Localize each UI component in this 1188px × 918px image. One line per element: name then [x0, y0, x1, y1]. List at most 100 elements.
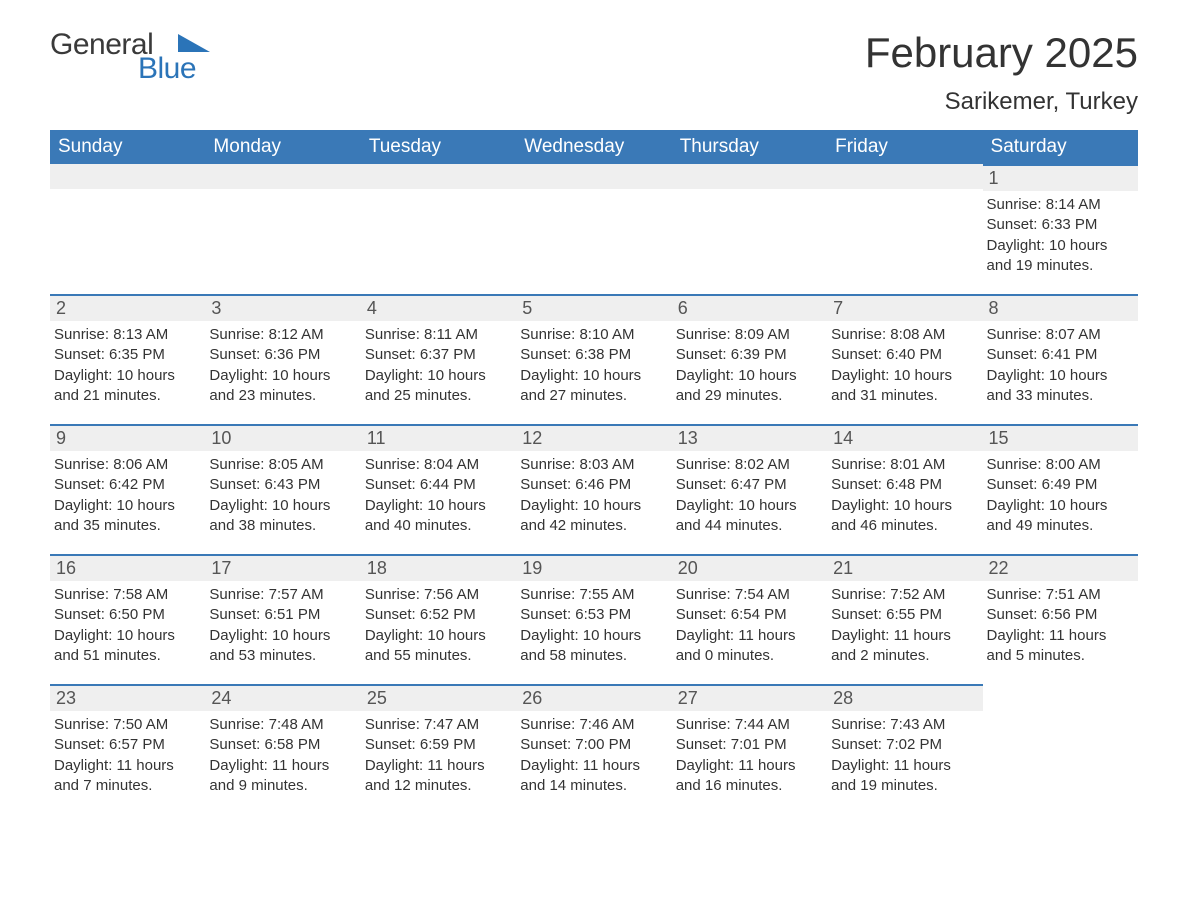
daylight-text: Daylight: 10 hours and 27 minutes.: [520, 366, 651, 407]
sunrise-text: Sunrise: 7:48 AM: [209, 715, 340, 735]
day-cell: 13Sunrise: 8:02 AMSunset: 6:47 PMDayligh…: [672, 424, 827, 554]
day-details: Sunrise: 8:08 AMSunset: 6:40 PMDaylight:…: [827, 321, 982, 406]
calendar-cell: 25Sunrise: 7:47 AMSunset: 6:59 PMDayligh…: [361, 684, 516, 814]
sunrise-text: Sunrise: 7:58 AM: [54, 585, 185, 605]
weekday-header: Thursday: [672, 130, 827, 164]
sunrise-text: Sunrise: 8:02 AM: [676, 455, 807, 475]
day-cell: 16Sunrise: 7:58 AMSunset: 6:50 PMDayligh…: [50, 554, 205, 684]
daylight-text: Daylight: 11 hours and 9 minutes.: [209, 756, 340, 797]
day-number: 20: [672, 556, 827, 581]
day-cell: 17Sunrise: 7:57 AMSunset: 6:51 PMDayligh…: [205, 554, 360, 684]
empty-day: [50, 164, 205, 189]
daylight-text: Daylight: 10 hours and 49 minutes.: [987, 496, 1118, 537]
day-details: Sunrise: 7:58 AMSunset: 6:50 PMDaylight:…: [50, 581, 205, 666]
sunrise-text: Sunrise: 8:00 AM: [987, 455, 1118, 475]
daylight-text: Daylight: 10 hours and 58 minutes.: [520, 626, 651, 667]
calendar-cell: 18Sunrise: 7:56 AMSunset: 6:52 PMDayligh…: [361, 554, 516, 684]
day-details: Sunrise: 8:00 AMSunset: 6:49 PMDaylight:…: [983, 451, 1138, 536]
day-number: 25: [361, 686, 516, 711]
day-details: Sunrise: 7:46 AMSunset: 7:00 PMDaylight:…: [516, 711, 671, 796]
day-details: Sunrise: 7:50 AMSunset: 6:57 PMDaylight:…: [50, 711, 205, 796]
sunset-text: Sunset: 6:54 PM: [676, 605, 807, 625]
sunset-text: Sunset: 6:58 PM: [209, 735, 340, 755]
calendar-cell: [361, 164, 516, 294]
day-number: 6: [672, 296, 827, 321]
empty-day: [516, 164, 671, 189]
calendar-week-row: 1Sunrise: 8:14 AMSunset: 6:33 PMDaylight…: [50, 164, 1138, 294]
calendar-week-row: 2Sunrise: 8:13 AMSunset: 6:35 PMDaylight…: [50, 294, 1138, 424]
calendar-cell: 14Sunrise: 8:01 AMSunset: 6:48 PMDayligh…: [827, 424, 982, 554]
calendar-week-row: 23Sunrise: 7:50 AMSunset: 6:57 PMDayligh…: [50, 684, 1138, 814]
day-details: Sunrise: 7:51 AMSunset: 6:56 PMDaylight:…: [983, 581, 1138, 666]
day-number: 5: [516, 296, 671, 321]
sunrise-text: Sunrise: 8:12 AM: [209, 325, 340, 345]
day-details: Sunrise: 8:06 AMSunset: 6:42 PMDaylight:…: [50, 451, 205, 536]
daylight-text: Daylight: 11 hours and 12 minutes.: [365, 756, 496, 797]
daylight-text: Daylight: 10 hours and 29 minutes.: [676, 366, 807, 407]
daylight-text: Daylight: 10 hours and 19 minutes.: [987, 236, 1118, 277]
calendar-cell: 4Sunrise: 8:11 AMSunset: 6:37 PMDaylight…: [361, 294, 516, 424]
sunrise-text: Sunrise: 7:57 AM: [209, 585, 340, 605]
day-details: Sunrise: 8:11 AMSunset: 6:37 PMDaylight:…: [361, 321, 516, 406]
header-row: General Blue February 2025 Sarikemer, Tu…: [50, 30, 1138, 116]
calendar-cell: 13Sunrise: 8:02 AMSunset: 6:47 PMDayligh…: [672, 424, 827, 554]
calendar-cell: [50, 164, 205, 294]
sunset-text: Sunset: 6:51 PM: [209, 605, 340, 625]
day-number: 23: [50, 686, 205, 711]
sunrise-text: Sunrise: 7:56 AM: [365, 585, 496, 605]
calendar-cell: 6Sunrise: 8:09 AMSunset: 6:39 PMDaylight…: [672, 294, 827, 424]
daylight-text: Daylight: 11 hours and 19 minutes.: [831, 756, 962, 797]
day-details: Sunrise: 7:44 AMSunset: 7:01 PMDaylight:…: [672, 711, 827, 796]
day-number: 22: [983, 556, 1138, 581]
sunset-text: Sunset: 6:36 PM: [209, 345, 340, 365]
daylight-text: Daylight: 10 hours and 38 minutes.: [209, 496, 340, 537]
calendar-cell: 10Sunrise: 8:05 AMSunset: 6:43 PMDayligh…: [205, 424, 360, 554]
sunset-text: Sunset: 6:49 PM: [987, 475, 1118, 495]
sunrise-text: Sunrise: 8:08 AM: [831, 325, 962, 345]
calendar-cell: 22Sunrise: 7:51 AMSunset: 6:56 PMDayligh…: [983, 554, 1138, 684]
sunrise-text: Sunrise: 7:44 AM: [676, 715, 807, 735]
calendar-cell: 26Sunrise: 7:46 AMSunset: 7:00 PMDayligh…: [516, 684, 671, 814]
calendar-table: SundayMondayTuesdayWednesdayThursdayFrid…: [50, 130, 1138, 814]
sunset-text: Sunset: 7:02 PM: [831, 735, 962, 755]
day-cell: 23Sunrise: 7:50 AMSunset: 6:57 PMDayligh…: [50, 684, 205, 814]
weekday-header: Wednesday: [516, 130, 671, 164]
day-cell: 8Sunrise: 8:07 AMSunset: 6:41 PMDaylight…: [983, 294, 1138, 424]
sunrise-text: Sunrise: 7:52 AM: [831, 585, 962, 605]
day-number: 1: [983, 166, 1138, 191]
sunrise-text: Sunrise: 8:01 AM: [831, 455, 962, 475]
day-cell: 2Sunrise: 8:13 AMSunset: 6:35 PMDaylight…: [50, 294, 205, 424]
day-details: Sunrise: 7:48 AMSunset: 6:58 PMDaylight:…: [205, 711, 360, 796]
day-details: Sunrise: 8:03 AMSunset: 6:46 PMDaylight:…: [516, 451, 671, 536]
empty-day: [205, 164, 360, 189]
calendar-week-row: 9Sunrise: 8:06 AMSunset: 6:42 PMDaylight…: [50, 424, 1138, 554]
day-cell: 15Sunrise: 8:00 AMSunset: 6:49 PMDayligh…: [983, 424, 1138, 554]
day-cell: 18Sunrise: 7:56 AMSunset: 6:52 PMDayligh…: [361, 554, 516, 684]
day-cell: 3Sunrise: 8:12 AMSunset: 6:36 PMDaylight…: [205, 294, 360, 424]
weekday-header: Sunday: [50, 130, 205, 164]
day-cell: 20Sunrise: 7:54 AMSunset: 6:54 PMDayligh…: [672, 554, 827, 684]
sunset-text: Sunset: 6:55 PM: [831, 605, 962, 625]
weekday-header: Tuesday: [361, 130, 516, 164]
logo-word-blue: Blue: [138, 54, 196, 84]
day-number: 2: [50, 296, 205, 321]
day-details: Sunrise: 8:05 AMSunset: 6:43 PMDaylight:…: [205, 451, 360, 536]
weekday-header: Friday: [827, 130, 982, 164]
day-details: Sunrise: 7:55 AMSunset: 6:53 PMDaylight:…: [516, 581, 671, 666]
daylight-text: Daylight: 10 hours and 44 minutes.: [676, 496, 807, 537]
day-cell: 28Sunrise: 7:43 AMSunset: 7:02 PMDayligh…: [827, 684, 982, 814]
day-cell: 22Sunrise: 7:51 AMSunset: 6:56 PMDayligh…: [983, 554, 1138, 684]
day-cell: 14Sunrise: 8:01 AMSunset: 6:48 PMDayligh…: [827, 424, 982, 554]
sunrise-text: Sunrise: 8:06 AM: [54, 455, 185, 475]
day-cell: 7Sunrise: 8:08 AMSunset: 6:40 PMDaylight…: [827, 294, 982, 424]
day-details: Sunrise: 7:54 AMSunset: 6:54 PMDaylight:…: [672, 581, 827, 666]
sunrise-text: Sunrise: 8:05 AM: [209, 455, 340, 475]
calendar-cell: 12Sunrise: 8:03 AMSunset: 6:46 PMDayligh…: [516, 424, 671, 554]
calendar-cell: 21Sunrise: 7:52 AMSunset: 6:55 PMDayligh…: [827, 554, 982, 684]
sunset-text: Sunset: 6:38 PM: [520, 345, 651, 365]
daylight-text: Daylight: 10 hours and 33 minutes.: [987, 366, 1118, 407]
daylight-text: Daylight: 10 hours and 31 minutes.: [831, 366, 962, 407]
sunrise-text: Sunrise: 8:09 AM: [676, 325, 807, 345]
day-cell: 26Sunrise: 7:46 AMSunset: 7:00 PMDayligh…: [516, 684, 671, 814]
daylight-text: Daylight: 11 hours and 7 minutes.: [54, 756, 185, 797]
